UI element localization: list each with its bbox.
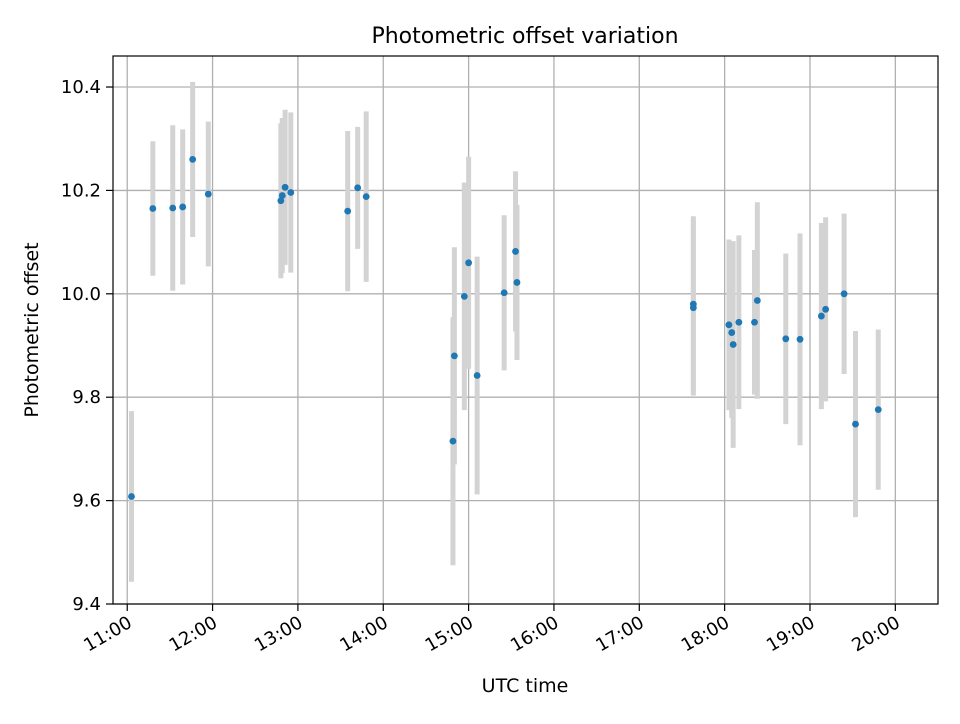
data-point bbox=[204, 190, 212, 198]
data-point bbox=[277, 197, 285, 205]
data-point bbox=[796, 335, 804, 343]
data-point bbox=[179, 203, 187, 211]
y-tick-label: 10.2 bbox=[61, 180, 101, 201]
data-point bbox=[689, 304, 697, 312]
data-point bbox=[513, 279, 521, 286]
data-point bbox=[465, 259, 473, 267]
y-axis-label: Photometric offset bbox=[21, 242, 43, 417]
data-point bbox=[449, 437, 457, 445]
data-point bbox=[852, 420, 859, 428]
y-tick-label: 9.6 bbox=[72, 491, 101, 512]
data-point bbox=[751, 318, 758, 326]
y-tick-label: 10.4 bbox=[61, 77, 101, 98]
data-point bbox=[840, 290, 848, 298]
data-point bbox=[817, 312, 825, 320]
data-point bbox=[725, 321, 733, 329]
data-point bbox=[354, 184, 362, 192]
data-point bbox=[344, 207, 352, 215]
data-point bbox=[281, 183, 289, 191]
y-tick-label: 9.4 bbox=[72, 594, 101, 615]
data-point bbox=[728, 329, 736, 336]
x-axis-label: UTC time bbox=[482, 675, 569, 697]
data-point bbox=[500, 289, 508, 297]
data-point bbox=[362, 193, 370, 201]
chart-title: Photometric offset variation bbox=[371, 24, 678, 49]
data-point bbox=[189, 155, 197, 163]
data-point bbox=[729, 341, 737, 348]
data-point bbox=[128, 493, 135, 500]
data-point bbox=[473, 372, 481, 379]
data-points bbox=[128, 155, 882, 500]
data-point bbox=[287, 189, 295, 196]
data-point bbox=[169, 204, 177, 212]
data-point bbox=[753, 297, 761, 304]
data-point bbox=[782, 335, 790, 343]
data-point bbox=[874, 406, 882, 414]
y-tick-label: 9.8 bbox=[72, 387, 101, 408]
data-point bbox=[512, 248, 519, 255]
data-point bbox=[278, 192, 286, 199]
plot-area-frame bbox=[112, 55, 939, 605]
y-axis-ticks: 9.4 9.6 9.8 10.0 10.2 10.4 bbox=[61, 77, 113, 615]
data-point bbox=[735, 318, 743, 326]
data-point bbox=[460, 292, 468, 300]
y-tick-label: 10.0 bbox=[61, 284, 101, 305]
data-point bbox=[450, 352, 458, 360]
data-point bbox=[149, 205, 157, 212]
data-point bbox=[822, 305, 830, 313]
